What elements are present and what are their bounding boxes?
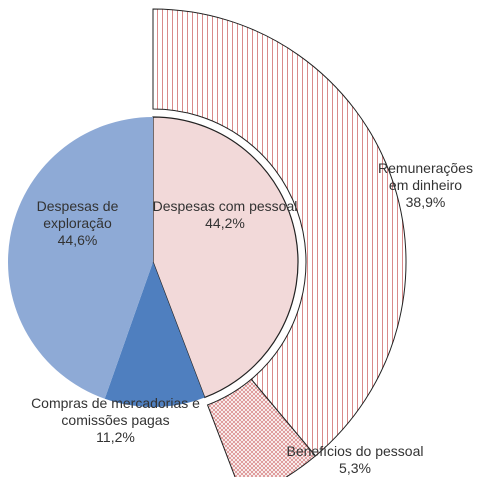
ring-label: Benefícios do pessoal 5,3% — [286, 443, 424, 476]
ring-label: Remunerações em dinheiro 38,9% — [378, 160, 473, 210]
pie-slice — [152, 116, 299, 399]
pie-slice — [104, 262, 205, 407]
slice-label: Despesas de exploração 44,6% — [36, 198, 119, 248]
ring-segment — [152, 8, 407, 457]
pie-slice — [7, 117, 153, 399]
slice-label: Compras de mercadorias e comissões pagas… — [31, 395, 200, 445]
ring-segment — [206, 378, 317, 477]
slice-label: Despesas com pessoal 44,2% — [152, 198, 298, 231]
